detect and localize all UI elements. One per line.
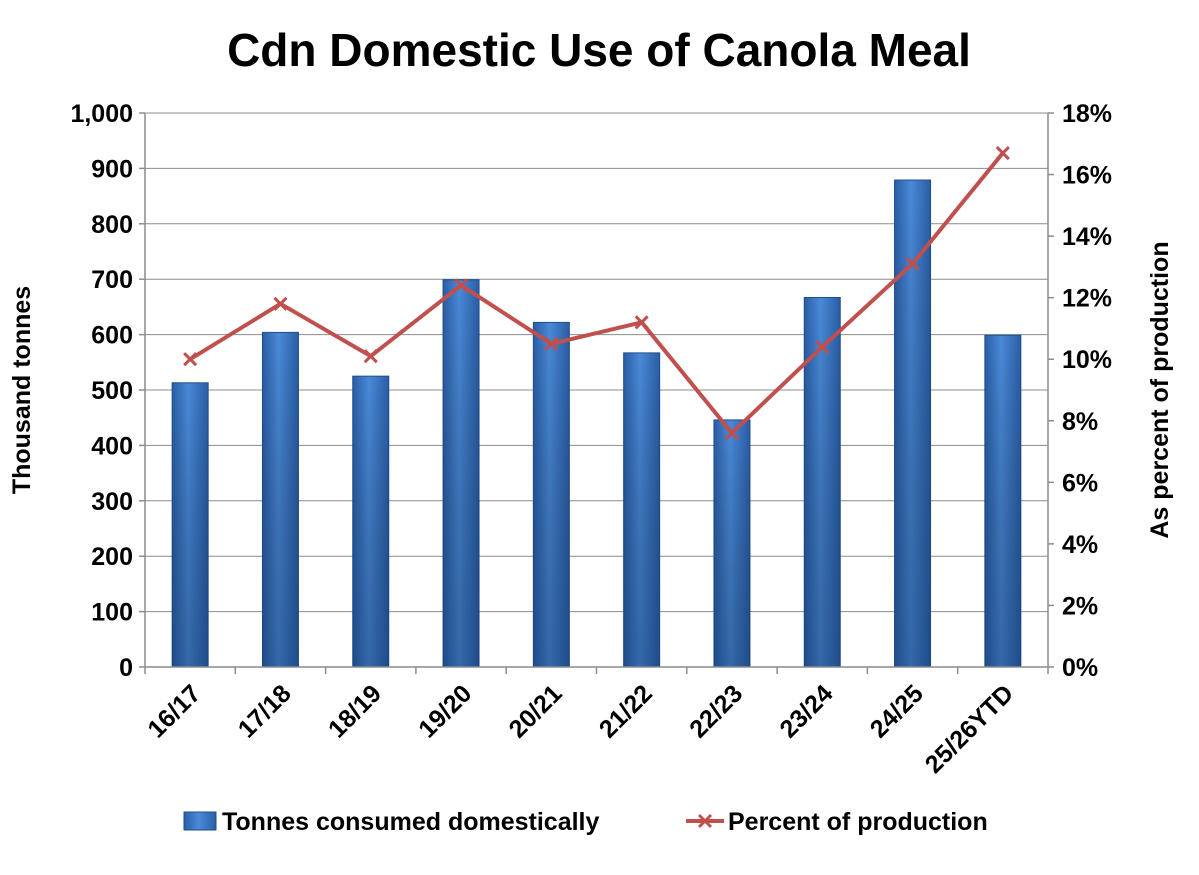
x-tick-label: 17/18 bbox=[233, 679, 297, 743]
bar-shade bbox=[623, 352, 660, 667]
bar-series bbox=[171, 179, 1022, 668]
y2-tick-label: 4% bbox=[1062, 531, 1098, 559]
legend-line-marker bbox=[697, 813, 713, 829]
line-series bbox=[183, 145, 1010, 441]
bar-shade bbox=[804, 297, 841, 667]
y2-tick-label: 16% bbox=[1062, 162, 1112, 190]
bar-group bbox=[442, 279, 480, 668]
y-tick-label: 200 bbox=[91, 543, 133, 571]
x-tick-label: 18/19 bbox=[323, 679, 387, 743]
bar-shade bbox=[713, 419, 750, 667]
axes bbox=[139, 112, 1054, 674]
y2-tick-label: 8% bbox=[1062, 408, 1098, 436]
legend-bar-label: Tonnes consumed domestically bbox=[222, 808, 600, 836]
bar-shade bbox=[894, 180, 931, 667]
bar-shade bbox=[262, 332, 299, 667]
percent-point bbox=[544, 336, 559, 351]
y2-tick-label: 6% bbox=[1062, 469, 1098, 497]
x-tick-label: 19/20 bbox=[413, 679, 477, 743]
x-tick-label: 23/24 bbox=[774, 679, 838, 743]
x-tick-label: 16/17 bbox=[142, 679, 206, 743]
y-tick-label: 0 bbox=[119, 654, 133, 682]
percent-point bbox=[634, 315, 649, 330]
y-axis-label: Thousand tonnes bbox=[8, 286, 36, 494]
y-tick-label: 600 bbox=[91, 322, 133, 350]
bar-shade bbox=[984, 335, 1021, 667]
legend-line-label: Percent of production bbox=[728, 808, 988, 836]
bar-group bbox=[352, 375, 390, 668]
bar-group bbox=[171, 382, 209, 668]
y-tick-label: 100 bbox=[91, 599, 133, 627]
bar-shade bbox=[172, 382, 209, 667]
bar-shade bbox=[352, 376, 389, 667]
bar-shade bbox=[533, 322, 570, 667]
y-tick-label: 400 bbox=[91, 432, 133, 460]
bar-group bbox=[261, 331, 299, 668]
y2-tick-label: 0% bbox=[1062, 654, 1098, 682]
bar-group bbox=[984, 334, 1022, 668]
percent-point bbox=[815, 339, 830, 354]
y2-axis-label: As percent of production bbox=[1146, 241, 1174, 538]
y-tick-label: 700 bbox=[91, 266, 133, 294]
bar-group bbox=[894, 179, 932, 668]
y2-tick-label: 12% bbox=[1062, 285, 1112, 313]
percent-point bbox=[724, 426, 740, 441]
bar-group bbox=[713, 419, 751, 668]
y-tick-label: 800 bbox=[91, 211, 133, 239]
percent-point bbox=[183, 352, 198, 367]
x-tick-label: 21/22 bbox=[594, 679, 658, 743]
legend: Tonnes consumed domestically Percent of … bbox=[183, 808, 988, 836]
tick-labels: 0 100 200 300 400 500 600 700 800 900 1,000 0% 2% 4% 6… bbox=[70, 100, 1112, 779]
legend-item-line[interactable]: Percent of production bbox=[686, 808, 988, 836]
bar-group bbox=[623, 352, 661, 668]
y2-tick-label: 18% bbox=[1062, 100, 1112, 128]
x-tick-label: 22/23 bbox=[684, 679, 748, 743]
percent-point bbox=[273, 296, 288, 311]
bar-shade bbox=[443, 279, 480, 667]
y2-tick-label: 2% bbox=[1062, 592, 1098, 620]
y-tick-label: 500 bbox=[91, 377, 133, 405]
x-tick-label: 25/26YTD bbox=[920, 679, 1019, 778]
percent-point bbox=[363, 349, 378, 364]
percent-point bbox=[453, 278, 469, 293]
legend-bar-swatch bbox=[183, 811, 217, 831]
chart-title: Cdn Domestic Use of Canola Meal bbox=[227, 24, 971, 76]
y-tick-label: 300 bbox=[91, 488, 133, 516]
percent-point bbox=[995, 145, 1010, 161]
y-tick-label: 900 bbox=[91, 155, 133, 183]
legend-item-bars[interactable]: Tonnes consumed domestically bbox=[183, 808, 600, 836]
x-tick-label: 20/21 bbox=[504, 679, 568, 743]
y2-tick-label: 10% bbox=[1062, 346, 1112, 374]
bar-group bbox=[803, 296, 841, 668]
bar-group bbox=[532, 321, 570, 668]
percent-point bbox=[905, 256, 920, 271]
percent-line bbox=[189, 151, 1005, 436]
x-tick-label: 24/25 bbox=[865, 679, 929, 743]
y2-tick-label: 14% bbox=[1062, 223, 1112, 251]
y-tick-label: 1,000 bbox=[70, 100, 133, 128]
